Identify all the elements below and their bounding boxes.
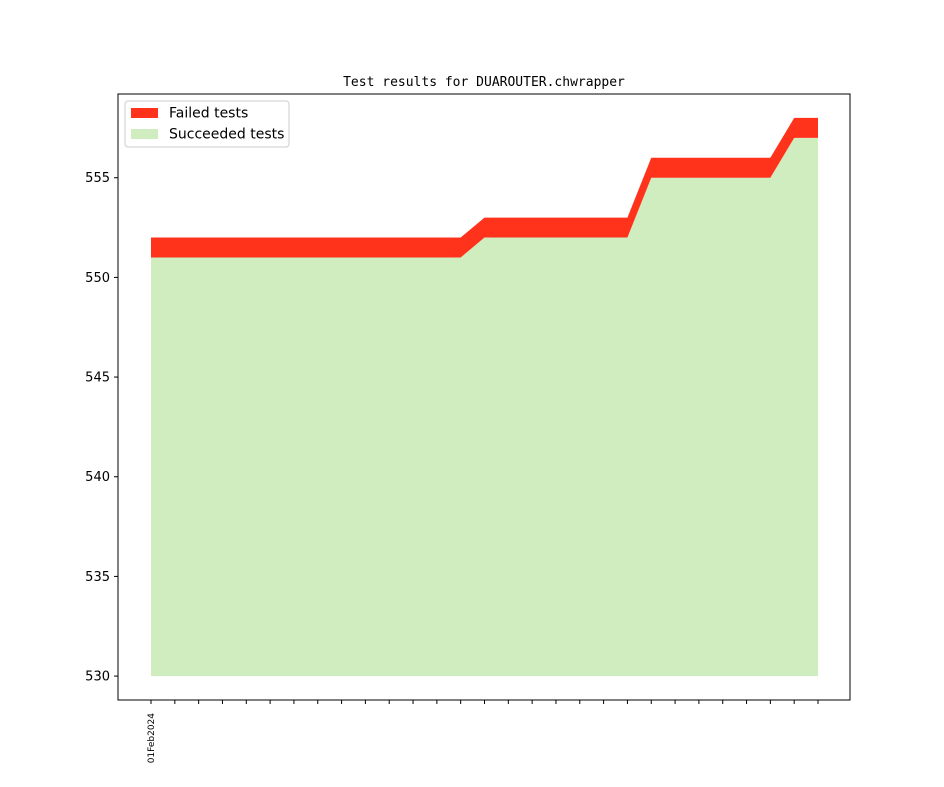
x-tick-label: 01Feb2024 <box>147 713 157 764</box>
y-tick-label: 530 <box>85 670 110 685</box>
y-tick-label: 555 <box>85 171 110 186</box>
legend-box <box>124 100 290 148</box>
chart-title: Test results for DUAROUTER.chwrapper <box>343 75 625 90</box>
y-tick-label: 540 <box>85 470 110 485</box>
plot-area: 530 535 540 545 550 555 01Feb2024 <box>85 93 851 764</box>
legend: Failed tests Succeeded tests <box>124 100 290 148</box>
y-tick-label: 550 <box>85 271 110 286</box>
succeeded-area <box>151 137 818 677</box>
legend-swatch <box>131 108 158 118</box>
y-tick-label: 545 <box>85 371 110 386</box>
legend-label: Succeeded tests <box>169 127 284 143</box>
legend-swatch <box>131 129 158 139</box>
legend-label: Failed tests <box>169 106 248 122</box>
y-tick-label: 535 <box>85 570 110 585</box>
failed-area <box>151 117 818 258</box>
